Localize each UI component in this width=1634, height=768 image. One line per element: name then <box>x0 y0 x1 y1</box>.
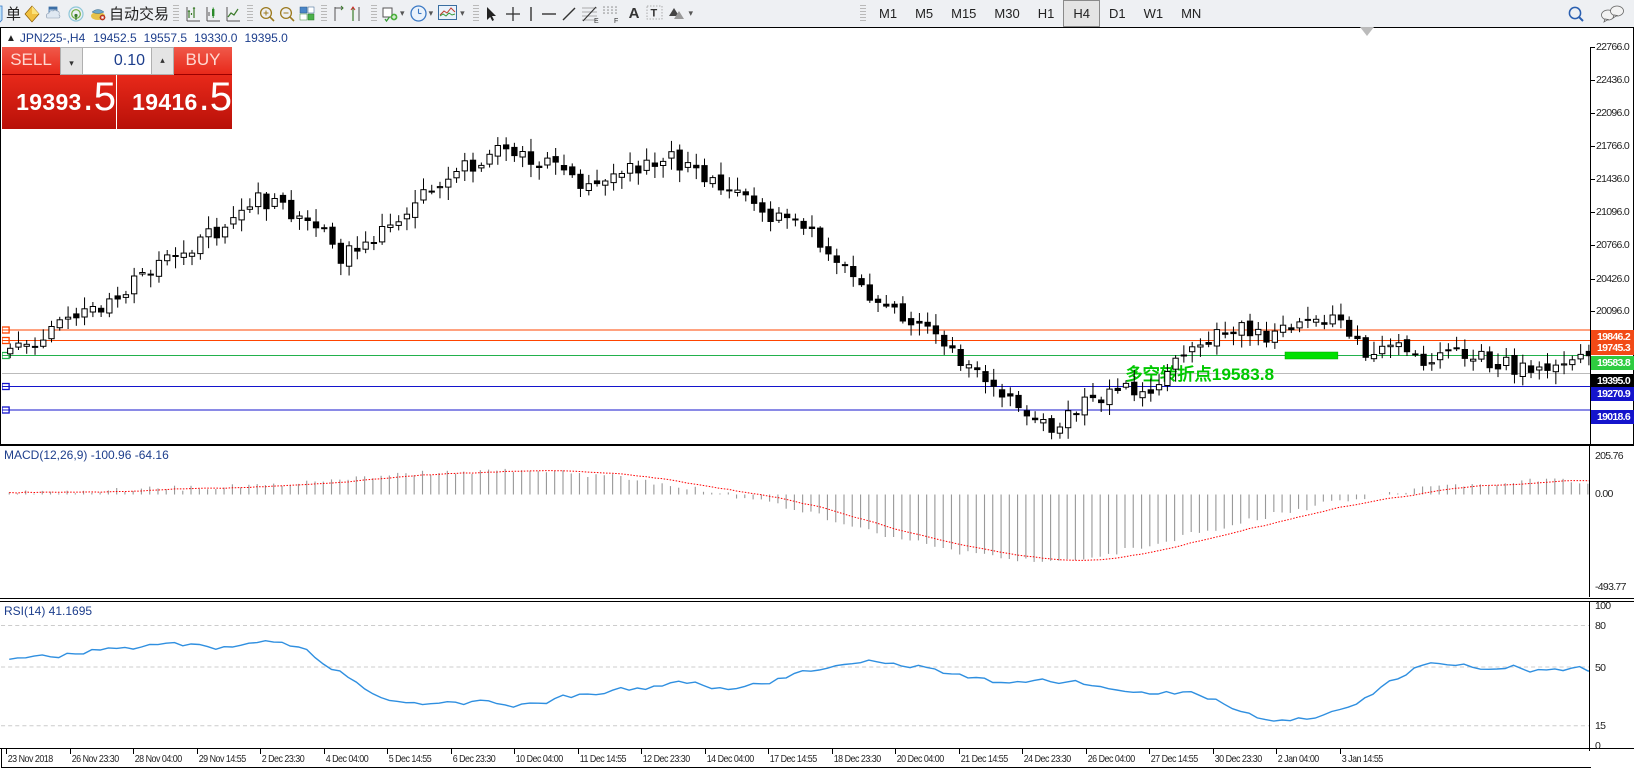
svg-text:F: F <box>614 18 618 24</box>
svg-text:E: E <box>594 18 599 24</box>
svg-text:多空转折点19583.8: 多空转折点19583.8 <box>1125 364 1274 384</box>
svg-text:T: T <box>651 7 658 19</box>
